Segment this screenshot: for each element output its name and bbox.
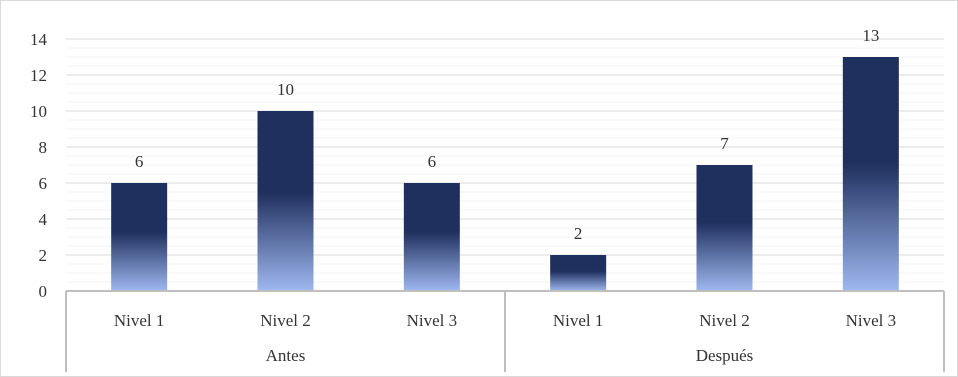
x-category-label: Nivel 2 bbox=[260, 311, 311, 330]
y-tick-label: 12 bbox=[30, 66, 47, 85]
y-tick-label: 2 bbox=[39, 246, 48, 265]
bar bbox=[111, 183, 168, 291]
grid-lines bbox=[66, 38, 944, 283]
x-category-label: Nivel 3 bbox=[846, 311, 897, 330]
data-label: 6 bbox=[135, 152, 144, 171]
data-label: 7 bbox=[720, 134, 729, 153]
data-label: 13 bbox=[862, 26, 879, 45]
y-tick-label: 8 bbox=[39, 138, 48, 157]
x-group-label: Después bbox=[696, 346, 754, 365]
bar bbox=[403, 183, 460, 291]
x-category-label: Nivel 1 bbox=[553, 311, 604, 330]
y-tick-label: 10 bbox=[30, 102, 47, 121]
y-tick-label: 0 bbox=[39, 282, 48, 301]
y-tick-label: 6 bbox=[39, 174, 48, 193]
bar bbox=[696, 165, 753, 291]
data-label: 2 bbox=[574, 224, 583, 243]
data-label: 10 bbox=[277, 80, 294, 99]
bar bbox=[550, 255, 607, 291]
x-category-label: Nivel 2 bbox=[699, 311, 750, 330]
bars: 6 10 6 2 7 13 bbox=[111, 26, 899, 291]
y-axis-ticks: 0 2 4 6 8 10 12 14 bbox=[30, 30, 48, 301]
data-label: 6 bbox=[428, 152, 437, 171]
y-tick-label: 4 bbox=[39, 210, 48, 229]
x-axis: Nivel 1 Nivel 2 Nivel 3 Antes Nivel 1 Nivel 2… bbox=[65, 290, 945, 372]
y-tick-label: 14 bbox=[30, 30, 48, 49]
x-category-label: Nivel 3 bbox=[407, 311, 458, 330]
x-group-label: Antes bbox=[266, 346, 306, 365]
bar bbox=[842, 57, 899, 291]
bar bbox=[257, 111, 314, 291]
x-category-label: Nivel 1 bbox=[114, 311, 165, 330]
